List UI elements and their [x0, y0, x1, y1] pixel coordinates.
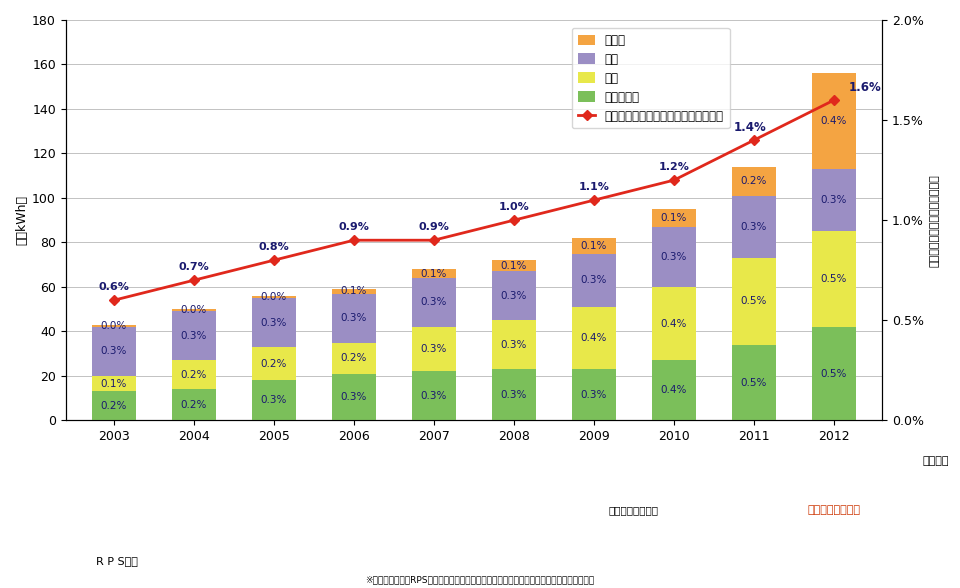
- Text: 1.4%: 1.4%: [733, 121, 766, 134]
- Bar: [812, 169, 856, 231]
- Bar: [412, 269, 456, 278]
- Text: 1.1%: 1.1%: [579, 182, 610, 192]
- Bar: [252, 347, 296, 380]
- Bar: [172, 360, 216, 389]
- Text: 0.5%: 0.5%: [821, 369, 848, 379]
- Bar: [732, 196, 776, 258]
- Text: 0.1%: 0.1%: [101, 379, 127, 389]
- Bar: [332, 289, 376, 293]
- Text: 0.3%: 0.3%: [101, 346, 127, 356]
- Bar: [412, 372, 456, 420]
- Bar: [812, 231, 856, 327]
- Text: 0.2%: 0.2%: [180, 400, 207, 410]
- Text: 1.2%: 1.2%: [659, 162, 689, 172]
- Bar: [652, 209, 696, 227]
- Text: 0.3%: 0.3%: [261, 395, 287, 405]
- Text: 固定価格買取制度: 固定価格買取制度: [807, 505, 860, 515]
- Text: 0.1%: 0.1%: [501, 261, 527, 271]
- Text: 0.9%: 0.9%: [339, 222, 370, 232]
- Bar: [332, 373, 376, 420]
- Bar: [572, 253, 616, 307]
- Text: 0.2%: 0.2%: [741, 176, 767, 186]
- Text: 0.3%: 0.3%: [581, 390, 607, 400]
- Text: 0.1%: 0.1%: [341, 286, 367, 296]
- Text: 0.5%: 0.5%: [741, 296, 767, 306]
- Bar: [412, 278, 456, 327]
- Text: 0.0%: 0.0%: [261, 292, 287, 302]
- Text: 0.3%: 0.3%: [660, 252, 687, 262]
- Text: 0.1%: 0.1%: [581, 240, 607, 250]
- Text: 0.2%: 0.2%: [341, 353, 367, 363]
- Text: （年度）: （年度）: [922, 456, 948, 466]
- Text: 余剰電力買取制度: 余剰電力買取制度: [609, 505, 659, 515]
- Text: R P S制度: R P S制度: [96, 556, 138, 566]
- Bar: [252, 298, 296, 347]
- Text: 0.4%: 0.4%: [660, 319, 687, 329]
- Text: 1.0%: 1.0%: [498, 202, 529, 212]
- Text: 0.2%: 0.2%: [101, 401, 127, 411]
- Text: 0.3%: 0.3%: [581, 275, 607, 285]
- Bar: [652, 227, 696, 287]
- Y-axis label: （億kWh）: （億kWh）: [15, 195, 28, 245]
- Text: 0.3%: 0.3%: [180, 331, 207, 341]
- Text: 0.2%: 0.2%: [180, 370, 207, 380]
- Legend: 太陽光, 地熱, 風力, バイオマス, 再生可能エネルギー合計（水力除く）: 太陽光, 地熱, 風力, バイオマス, 再生可能エネルギー合計（水力除く）: [572, 28, 730, 128]
- Bar: [492, 320, 536, 369]
- Text: 0.3%: 0.3%: [341, 313, 367, 323]
- Bar: [252, 380, 296, 420]
- Bar: [732, 345, 776, 420]
- Text: 0.3%: 0.3%: [420, 391, 447, 401]
- Text: 0.4%: 0.4%: [821, 116, 848, 126]
- Bar: [652, 360, 696, 420]
- Bar: [572, 238, 616, 253]
- Bar: [92, 376, 135, 392]
- Text: 0.3%: 0.3%: [341, 392, 367, 402]
- Text: 0.4%: 0.4%: [581, 333, 607, 343]
- Text: 0.2%: 0.2%: [261, 359, 287, 369]
- Y-axis label: （総発電電力量に占める割合）: （総発電電力量に占める割合）: [929, 174, 939, 266]
- Text: 0.3%: 0.3%: [420, 344, 447, 354]
- Bar: [172, 389, 216, 420]
- Bar: [572, 369, 616, 420]
- Text: 0.6%: 0.6%: [98, 282, 130, 292]
- Text: 0.3%: 0.3%: [501, 390, 527, 400]
- Text: 0.0%: 0.0%: [180, 305, 207, 315]
- Text: 0.0%: 0.0%: [101, 321, 127, 331]
- Text: 0.3%: 0.3%: [261, 318, 287, 328]
- Text: 0.7%: 0.7%: [179, 262, 209, 272]
- Bar: [412, 327, 456, 372]
- Bar: [92, 325, 135, 327]
- Text: 0.1%: 0.1%: [420, 269, 447, 279]
- Bar: [172, 309, 216, 312]
- Bar: [492, 369, 536, 420]
- Text: 0.3%: 0.3%: [501, 291, 527, 301]
- Text: 0.4%: 0.4%: [660, 385, 687, 395]
- Bar: [812, 74, 856, 169]
- Text: 0.3%: 0.3%: [420, 298, 447, 308]
- Bar: [172, 312, 216, 360]
- Text: 1.6%: 1.6%: [849, 81, 881, 94]
- Text: 0.3%: 0.3%: [501, 340, 527, 350]
- Bar: [492, 260, 536, 271]
- Text: 0.1%: 0.1%: [660, 213, 687, 223]
- Text: 0.9%: 0.9%: [419, 222, 449, 232]
- Bar: [732, 258, 776, 345]
- Bar: [732, 167, 776, 196]
- Text: 0.3%: 0.3%: [821, 195, 848, 205]
- Text: 0.8%: 0.8%: [258, 242, 289, 252]
- Bar: [252, 296, 296, 298]
- Text: 0.3%: 0.3%: [741, 222, 767, 232]
- Bar: [492, 271, 536, 320]
- Bar: [92, 392, 135, 420]
- Text: 0.5%: 0.5%: [821, 274, 848, 284]
- Bar: [332, 293, 376, 343]
- Bar: [92, 327, 135, 376]
- Bar: [332, 343, 376, 373]
- Bar: [572, 307, 616, 369]
- Bar: [812, 327, 856, 420]
- Bar: [652, 287, 696, 360]
- Text: ※電力調査統計、RPSデータ、固定価格買取制度の買取実總等より、資源エネルギー庁作成: ※電力調査統計、RPSデータ、固定価格買取制度の買取実總等より、資源エネルギー庁…: [365, 575, 594, 584]
- Text: 0.5%: 0.5%: [741, 377, 767, 387]
